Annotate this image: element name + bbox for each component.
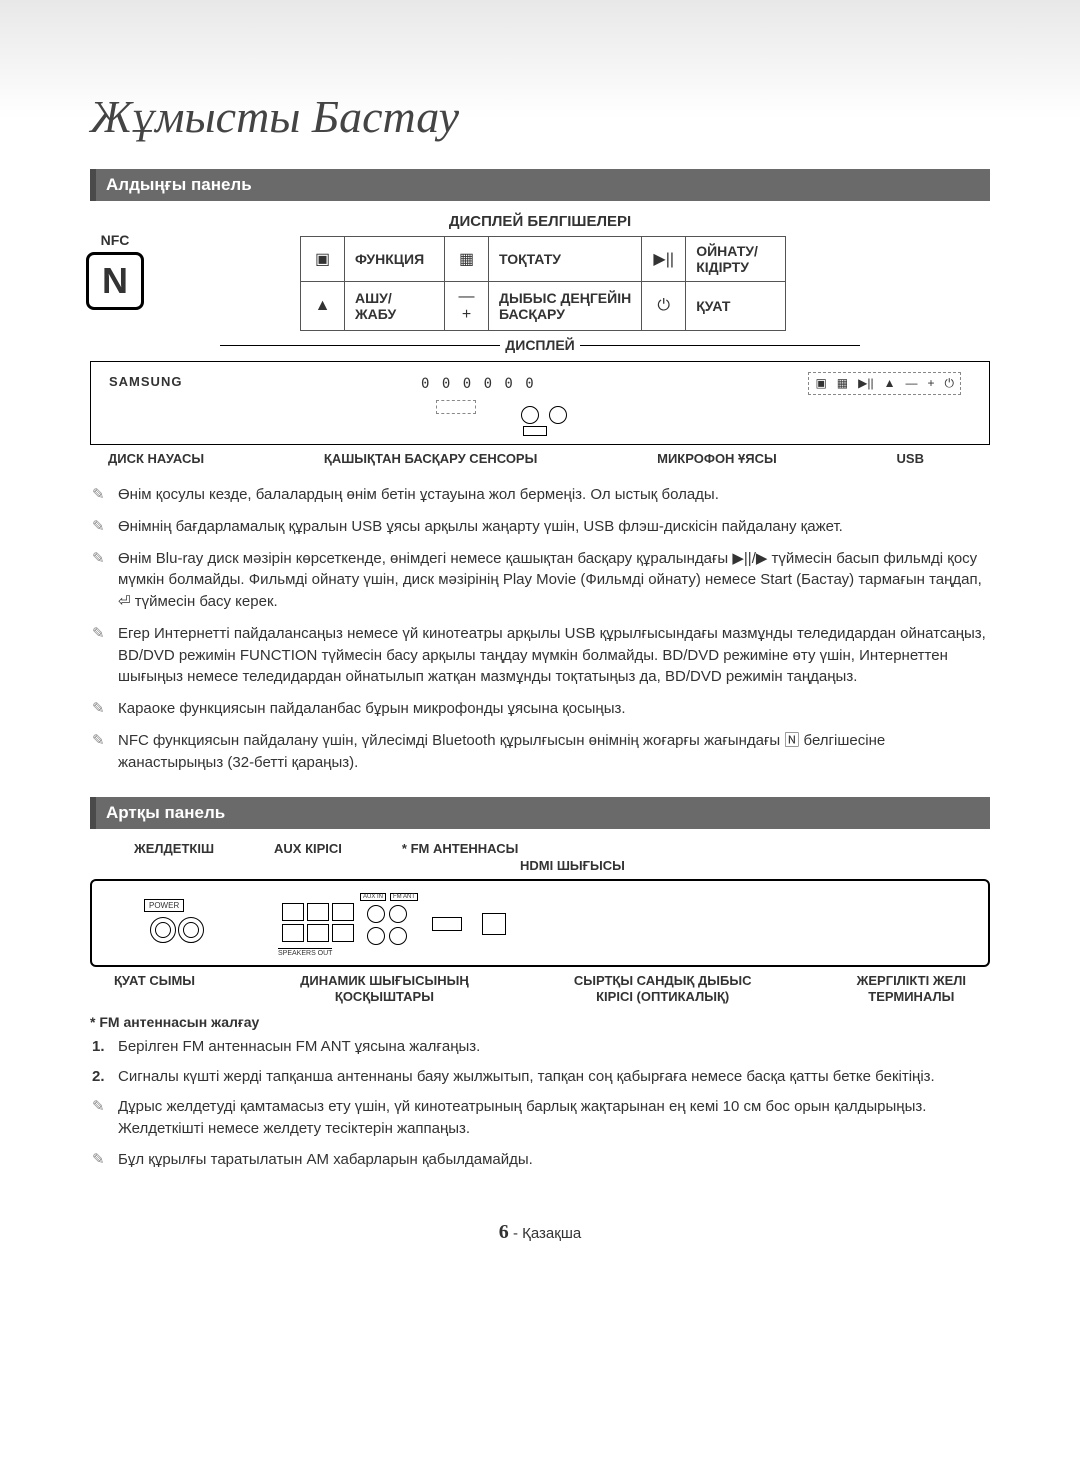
fm-step-1: 1.Берілген FM антеннасын FM ANT ұясына ж… xyxy=(90,1036,990,1058)
nfc-label: NFC xyxy=(86,232,144,248)
optical-in-label: СЫРТҚЫ САНДЫҚ ДЫБЫС КІРІСІ (ОПТИКАЛЫҚ) xyxy=(574,973,752,1004)
note-item: Егер Интернетті пайдалансаңыз немесе үй … xyxy=(90,623,990,688)
fm-step-2: 2.Сигналы күшті жерді тапқанша антеннаны… xyxy=(90,1066,990,1088)
note-item: Бұл құрылғы таратылатын AM хабарларын қа… xyxy=(90,1149,990,1171)
fm-step-2-text: Сигналы күшті жерді тапқанша антеннаны б… xyxy=(118,1068,935,1085)
display-callout-label: ДИСПЛЕЙ xyxy=(90,337,990,353)
device-rear-diagram: POWER SPEAKERS OUT AUX IN FM ANT xyxy=(90,879,990,967)
rear-bottom-labels: ҚУАТ СЫМЫ ДИНАМИК ШЫҒЫСЫНЫҢ ҚОСҚЫШТАРЫ С… xyxy=(90,973,990,1004)
page-lang: - Қазақша xyxy=(509,1225,581,1242)
front-btn-eject-icon: ▲ xyxy=(884,376,896,391)
remote-sensor-icon xyxy=(436,400,476,414)
aux-in-small-label: AUX IN xyxy=(360,893,386,901)
function-label: ФУНКЦИЯ xyxy=(345,237,445,282)
fm-connect-heading: * FM антеннасын жалғау xyxy=(90,1014,990,1030)
note-item: Өнім қосулы кезде, балалардың өнім бетін… xyxy=(90,484,990,506)
fan-icon xyxy=(178,917,204,943)
remote-sensor-label: ҚАШЫҚТАН БАСҚАРУ СЕНСОРЫ xyxy=(324,451,537,466)
note-item: Караоке функциясын пайдаланбас бұрын мик… xyxy=(90,698,990,720)
speaker-out-label: ДИНАМИК ШЫҒЫСЫНЫҢ ҚОСҚЫШТАРЫ xyxy=(300,973,469,1004)
function-icon: ▣ xyxy=(301,237,345,282)
usb-label: USB xyxy=(897,451,924,466)
disc-tray-label: ДИСК НАУАСЫ xyxy=(108,451,204,466)
section-rear-panel: Артқы панель xyxy=(90,797,990,829)
page-number: 6 xyxy=(499,1221,509,1243)
aux-label: AUX КІРІСІ xyxy=(274,841,342,856)
note-item: Дұрыс желдетуді қамтамасыз ету үшін, үй … xyxy=(90,1096,990,1140)
fan-icon xyxy=(150,917,176,943)
front-btn-function-icon: ▣ xyxy=(815,376,826,391)
power-cord-label: ҚУАТ СЫМЫ xyxy=(114,973,195,1004)
nfc-block: NFC N xyxy=(86,232,144,310)
rear-speakers-out-label: SPEAKERS OUT xyxy=(278,948,332,957)
note-item: NFC функциясын пайдалану үшін, үйлесімді… xyxy=(90,730,990,774)
lan-terminal-label: ЖЕРГІЛІКТІ ЖЕЛІ ТЕРМИНАЛЫ xyxy=(857,973,966,1004)
front-buttons-group: ▣ ▦ ▶|| ▲ — + ⏻ xyxy=(808,372,961,395)
page-title: Жұмысты Бастау xyxy=(90,90,990,143)
front-bottom-labels: ДИСК НАУАСЫ ҚАШЫҚТАН БАСҚАРУ СЕНСОРЫ МИК… xyxy=(90,451,990,466)
rear-top-labels-2: HDMI ШЫҒЫСЫ xyxy=(90,858,990,873)
open-close-icon: ▲ xyxy=(301,282,345,331)
nfc-icon: N xyxy=(86,252,144,310)
note-item: Өнім Blu-ray диск мәзірін көрсеткенде, ө… xyxy=(90,548,990,613)
section-front-panel: Алдыңғы панель xyxy=(90,169,990,201)
aux-fm-jacks-icon xyxy=(367,905,407,945)
stop-label: ТОҚТАТУ xyxy=(489,237,642,282)
mic-jack-label: МИКРОФОН ҰЯСЫ xyxy=(657,451,777,466)
rear-top-labels: ЖЕЛДЕТКІШ AUX КІРІСІ * FM АНТЕННАСЫ xyxy=(90,841,990,856)
fm-ant-small-label: FM ANT xyxy=(390,893,418,901)
play-pause-icon: ▶|| xyxy=(642,237,686,282)
page-footer: 6 - Қазақша xyxy=(90,1221,990,1244)
display-icons-table: ▣ ФУНКЦИЯ ▦ ТОҚТАТУ ▶|| ОЙНАТУ/ КІДІРТУ … xyxy=(300,236,786,331)
lan-port-icon xyxy=(482,913,506,935)
rear-power-label: POWER xyxy=(144,899,184,912)
usb-port-icon xyxy=(523,426,547,436)
front-display-digits: 0 0 0 0 0 0 xyxy=(421,376,536,392)
front-btn-play-icon: ▶|| xyxy=(858,376,873,391)
fan-label: ЖЕЛДЕТКІШ xyxy=(134,841,214,856)
front-btn-power-icon: ⏻ xyxy=(945,376,955,391)
device-front-diagram: SAMSUNG 0 0 0 0 0 0 ▣ ▦ ▶|| ▲ — + ⏻ xyxy=(90,361,990,445)
samsung-logo: SAMSUNG xyxy=(109,374,182,389)
mic-jacks-icon xyxy=(521,406,567,424)
open-close-label: АШУ/ ЖАБУ xyxy=(345,282,445,331)
volume-label: ДЫБЫС ДЕҢГЕЙІН БАСҚАРУ xyxy=(489,282,642,331)
display-icons-heading: ДИСПЛЕЙ БЕЛГІШЕЛЕРІ xyxy=(90,213,990,230)
hdmi-port-icon xyxy=(432,917,462,931)
fm-antenna-label: * FM АНТЕННАСЫ xyxy=(402,841,518,856)
rear-notes: Дұрыс желдетуді қамтамасыз ету үшін, үй … xyxy=(90,1096,990,1171)
volume-icon: — + xyxy=(445,282,489,331)
note-item: Өнімнің бағдарламалық құралын USB ұясы а… xyxy=(90,516,990,538)
rear-jack-labels: AUX IN FM ANT xyxy=(360,893,418,901)
fm-step-1-text: Берілген FM антеннасын FM ANT ұясына жал… xyxy=(118,1038,480,1055)
play-pause-label: ОЙНАТУ/ КІДІРТУ xyxy=(686,237,786,282)
front-notes: Өнім қосулы кезде, балалардың өнім бетін… xyxy=(90,484,990,773)
page: Жұмысты Бастау Алдыңғы панель ДИСПЛЕЙ БЕ… xyxy=(0,0,1080,1479)
front-btn-volup-icon: + xyxy=(927,376,934,391)
front-btn-voldown-icon: — xyxy=(905,376,917,391)
power-icon: ⏻ xyxy=(642,282,686,331)
stop-icon: ▦ xyxy=(445,237,489,282)
hdmi-out-label: HDMI ШЫҒЫСЫ xyxy=(520,858,625,873)
speaker-connectors-icon xyxy=(282,903,354,942)
front-btn-stop-icon: ▦ xyxy=(837,376,848,391)
power-label: ҚУАТ xyxy=(686,282,786,331)
